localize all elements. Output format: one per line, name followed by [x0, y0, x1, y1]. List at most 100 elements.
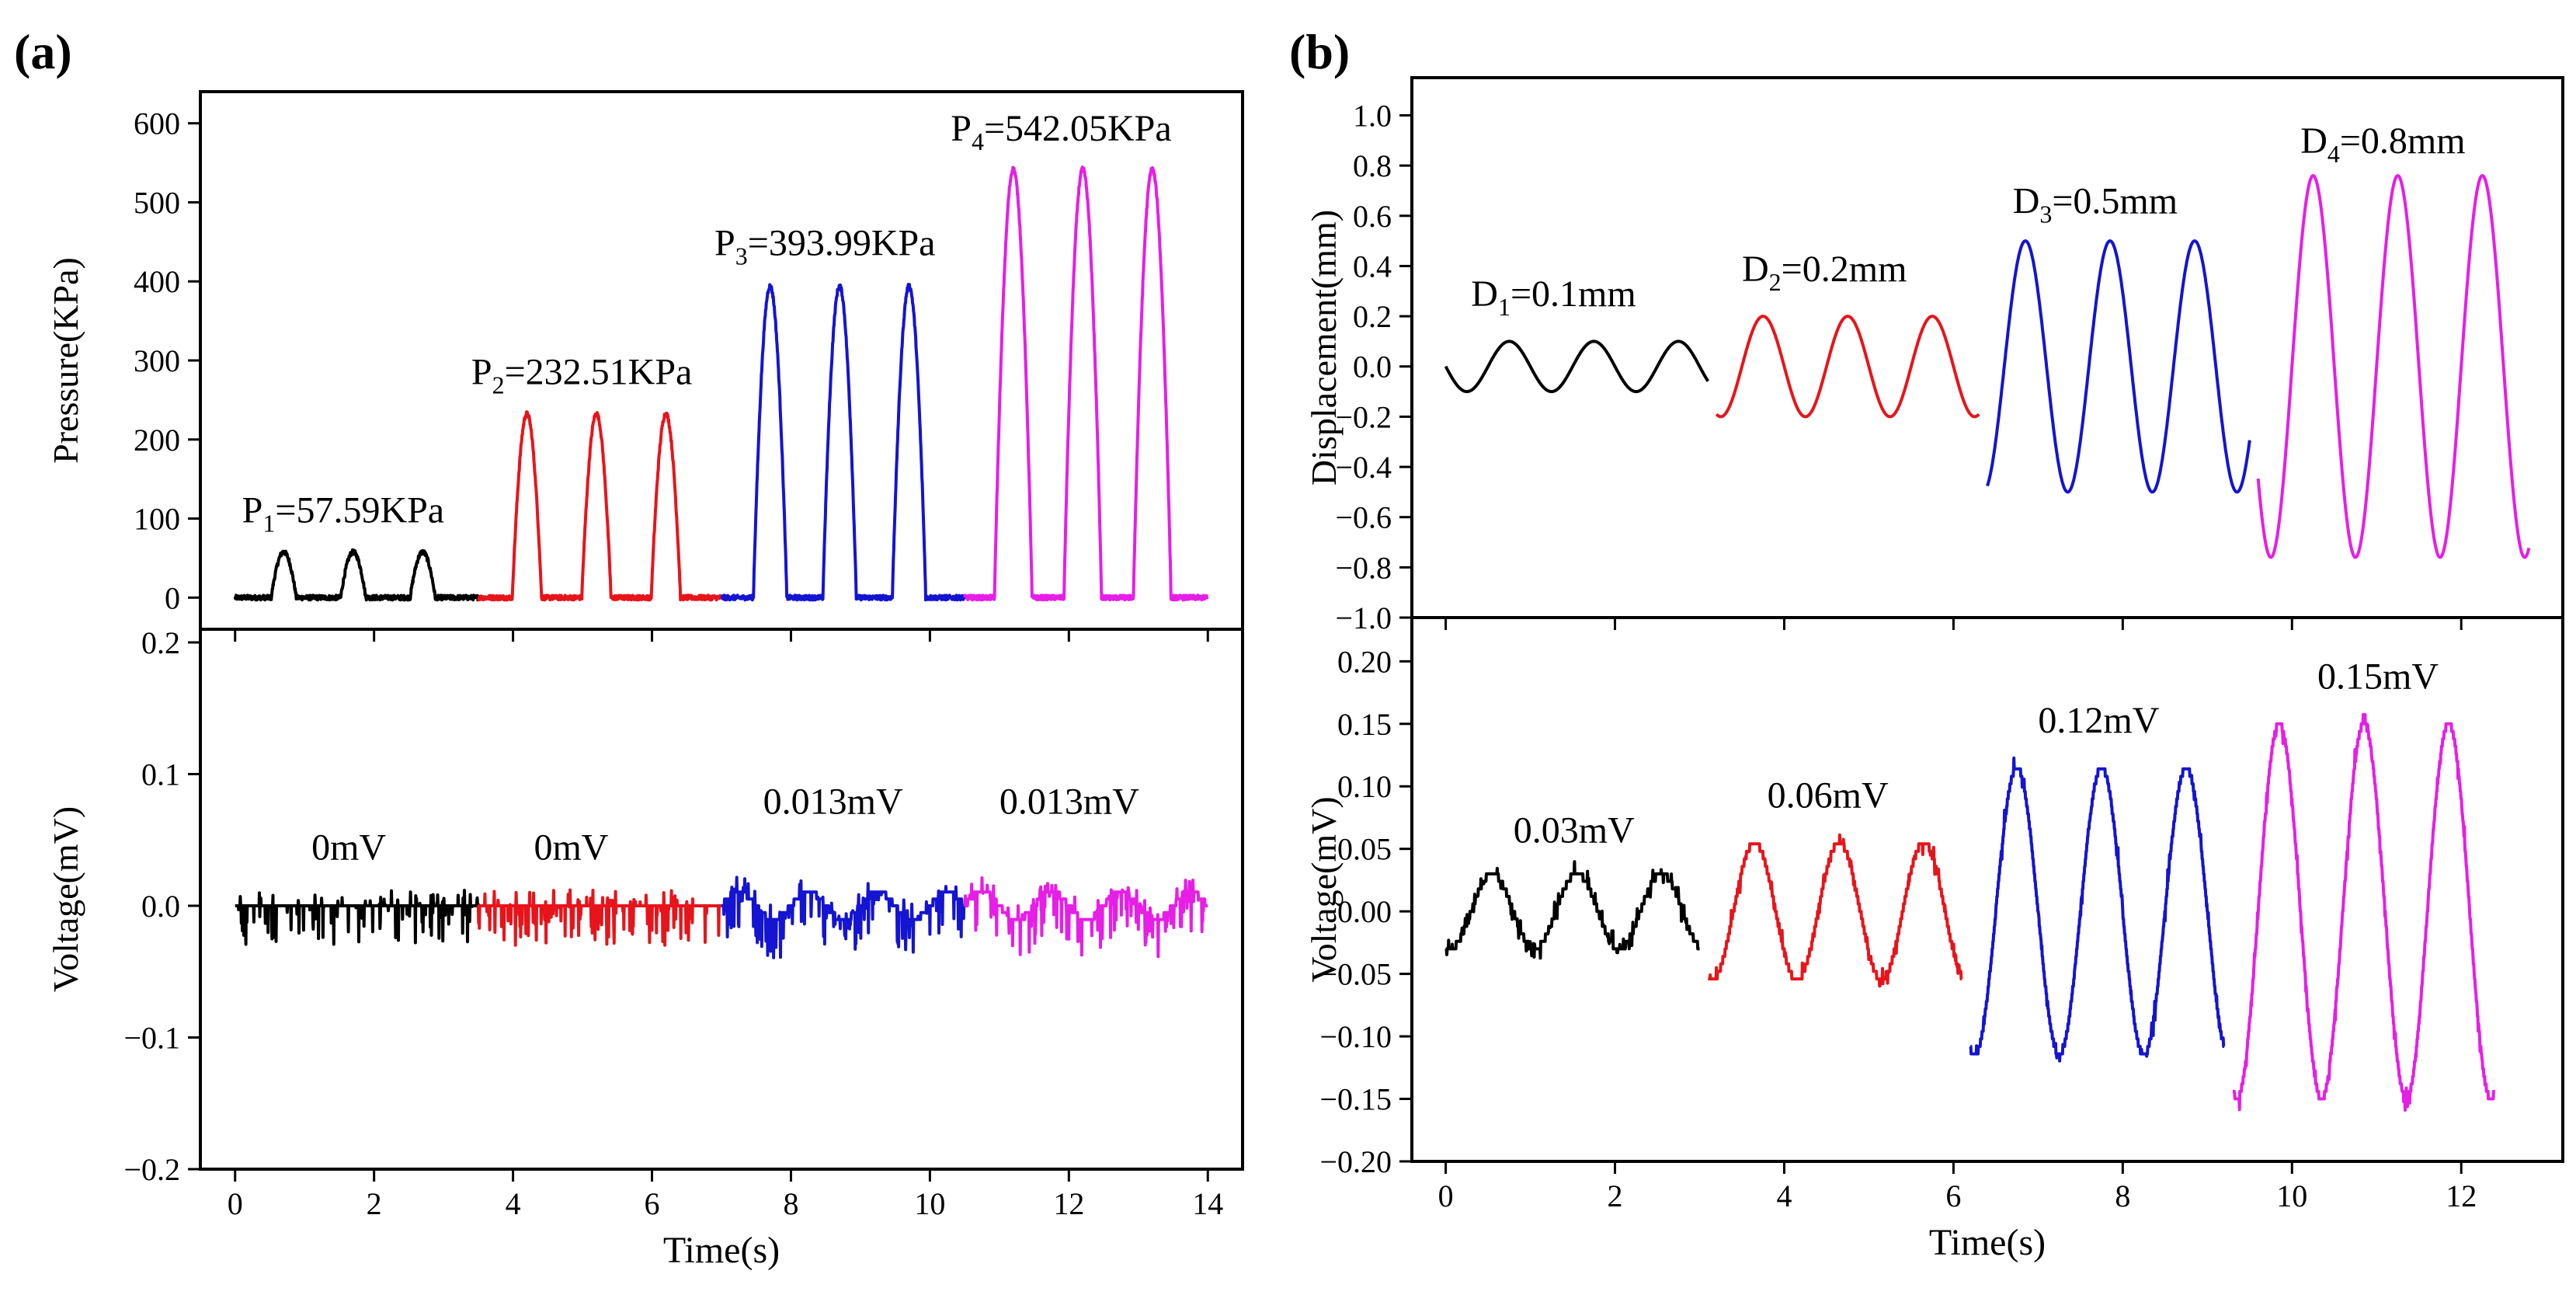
y-tick-label: −0.8: [1335, 550, 1392, 585]
series-line-3: [1986, 239, 2251, 494]
annotation-value: =0.2mm: [1782, 249, 1907, 290]
series-line-1: [1444, 860, 1701, 960]
y-tick-label: 0.15: [1337, 707, 1392, 742]
chart-a_bottom: −0.2 −0.1 0.0 0.1 0.2 0 2 4 6 8 10 12 14 Voltage(mV) T…: [46, 625, 1244, 1271]
chart-a_top: 0100200300400500600Pressure(KPa)P1=57.59…: [46, 90, 1244, 642]
annotation-label: P3=393.99KPa: [714, 223, 935, 270]
annotation-label: 0mV: [534, 827, 608, 869]
annotation-label: D1=0.1mm: [1471, 273, 1636, 321]
panel-b-label: (b): [1289, 24, 1350, 79]
panel-a-label: (a): [14, 24, 72, 79]
y-tick-label: 0.10: [1337, 769, 1392, 804]
series-line-3: [1969, 756, 2226, 1063]
annotation-symbol: P: [471, 352, 492, 393]
y-tick-label: 0.2: [1353, 299, 1392, 334]
x-tick-label: 2: [1608, 1178, 1623, 1213]
plot-frame: [199, 628, 1244, 1171]
y-tick-label: 0.05: [1337, 832, 1392, 867]
x-tick-label: 8: [2115, 1178, 2130, 1213]
annotation-label: 0.15mV: [2317, 656, 2439, 698]
annotation-subscript: 2: [492, 371, 505, 399]
y-tick-label: 0: [165, 580, 180, 615]
series-line-4: [2256, 174, 2531, 559]
y-tick-label: −0.2: [1335, 399, 1392, 434]
annotation-subscript: 4: [2327, 140, 2340, 168]
series-line-2: [476, 888, 723, 947]
y-tick-label: 0.0: [1353, 350, 1392, 385]
annotation-symbol: D: [2300, 120, 2327, 162]
y-tick-label: −0.15: [1319, 1082, 1392, 1117]
y-tick-label: −0.2: [123, 1152, 180, 1187]
x-tick-label: 10: [914, 1186, 945, 1221]
x-tick-label: 12: [2446, 1178, 2477, 1213]
annotation-subscript: 1: [262, 510, 275, 538]
x-axis-label: Time(s): [1929, 1222, 2046, 1263]
annotation-label: P4=542.05KPa: [951, 108, 1171, 155]
y-tick-label: 0.0: [141, 889, 180, 924]
annotation-subscript: 3: [2039, 200, 2052, 228]
annotation-symbol: D: [1471, 273, 1498, 315]
annotation-label: D2=0.2mm: [1742, 249, 1907, 296]
series-line-2: [1715, 315, 1980, 419]
y-tick-label: 100: [134, 502, 180, 537]
y-tick-label: −1.0: [1335, 601, 1392, 635]
annotation-value: =0.5mm: [2052, 181, 2178, 222]
annotation-symbol: P: [242, 490, 263, 531]
series-line-1: [1444, 339, 1710, 394]
y-tick-label: 400: [134, 264, 180, 299]
series-line-4: [963, 876, 1209, 959]
annotation-label: 0.06mV: [1768, 775, 1889, 816]
y-tick-label: −0.4: [1335, 450, 1392, 485]
chart-b_bottom: −0.20 −0.15 −0.10 −0.05 0.00 0.05 0.10 0.15 0.20…: [1304, 616, 2564, 1263]
annotation-label: 0.03mV: [1514, 810, 1635, 851]
x-tick-label: 6: [1945, 1178, 1961, 1213]
y-tick-label: 1.0: [1353, 98, 1392, 133]
annotation-label: D3=0.5mm: [2013, 181, 2178, 228]
chart-b_top: −1.0 −0.8 −0.6 −0.4 −0.2 0.0 0.2 0.4 0.6 0.8 1.0 Di…: [1304, 76, 2564, 635]
annotation-value: =57.59KPa: [275, 490, 444, 531]
y-tick-label: 0.2: [141, 625, 180, 660]
y-tick-label: 0.00: [1337, 894, 1392, 929]
x-tick-label: 10: [2276, 1178, 2307, 1213]
y-tick-label: 0.4: [1353, 249, 1392, 284]
plots: 0100200300400500600Pressure(KPa)P1=57.59…: [46, 76, 2564, 1271]
annotation-subscript: 2: [1769, 268, 1782, 296]
annotation-symbol: P: [951, 108, 972, 149]
plot-frame: [1410, 616, 2564, 1163]
series-line-3: [720, 876, 966, 959]
y-tick-label: 200: [134, 423, 180, 458]
annotation-value: =0.8mm: [2340, 120, 2466, 162]
y-tick-label: 500: [134, 185, 180, 220]
annotation-label: D4=0.8mm: [2300, 120, 2465, 168]
annotation-value: =0.1mm: [1510, 273, 1636, 315]
y-tick-label: −0.10: [1319, 1019, 1392, 1054]
annotation-label: 0.12mV: [2038, 700, 2159, 741]
annotation-subscript: 1: [1498, 293, 1510, 321]
x-tick-label: 4: [1776, 1178, 1792, 1213]
series-line-4: [963, 165, 1209, 602]
annotation-symbol: D: [1742, 249, 1769, 290]
annotation-label: 0.013mV: [999, 781, 1139, 822]
x-tick-label: 14: [1192, 1186, 1223, 1221]
y-tick-label: 0.1: [141, 757, 180, 792]
y-tick-label: 300: [134, 343, 180, 378]
annotation-value: =393.99KPa: [748, 223, 936, 264]
series-line-1: [233, 548, 480, 602]
annotation-label: P2=232.51KPa: [471, 352, 692, 399]
series-line-1: [234, 889, 480, 946]
annotation-label: 0mV: [311, 827, 386, 869]
annotation-value: =542.05KPa: [984, 108, 1172, 149]
y-axis-label: Voltage(mV): [1304, 796, 1344, 982]
x-tick-label: 8: [783, 1186, 798, 1221]
y-axis-label: Voltage(mV): [46, 806, 85, 992]
x-tick-label: 2: [367, 1186, 382, 1221]
y-axis-label: Pressure(KPa): [46, 257, 85, 464]
x-tick-label: 6: [645, 1186, 660, 1221]
y-tick-label: 0.6: [1353, 199, 1392, 234]
plot-frame: [199, 90, 1244, 631]
y-tick-label: −0.1: [123, 1020, 180, 1055]
y-tick-label: 0.20: [1337, 644, 1392, 679]
x-tick-label: 0: [228, 1186, 243, 1221]
annotation-label: P1=57.59KPa: [242, 490, 444, 538]
